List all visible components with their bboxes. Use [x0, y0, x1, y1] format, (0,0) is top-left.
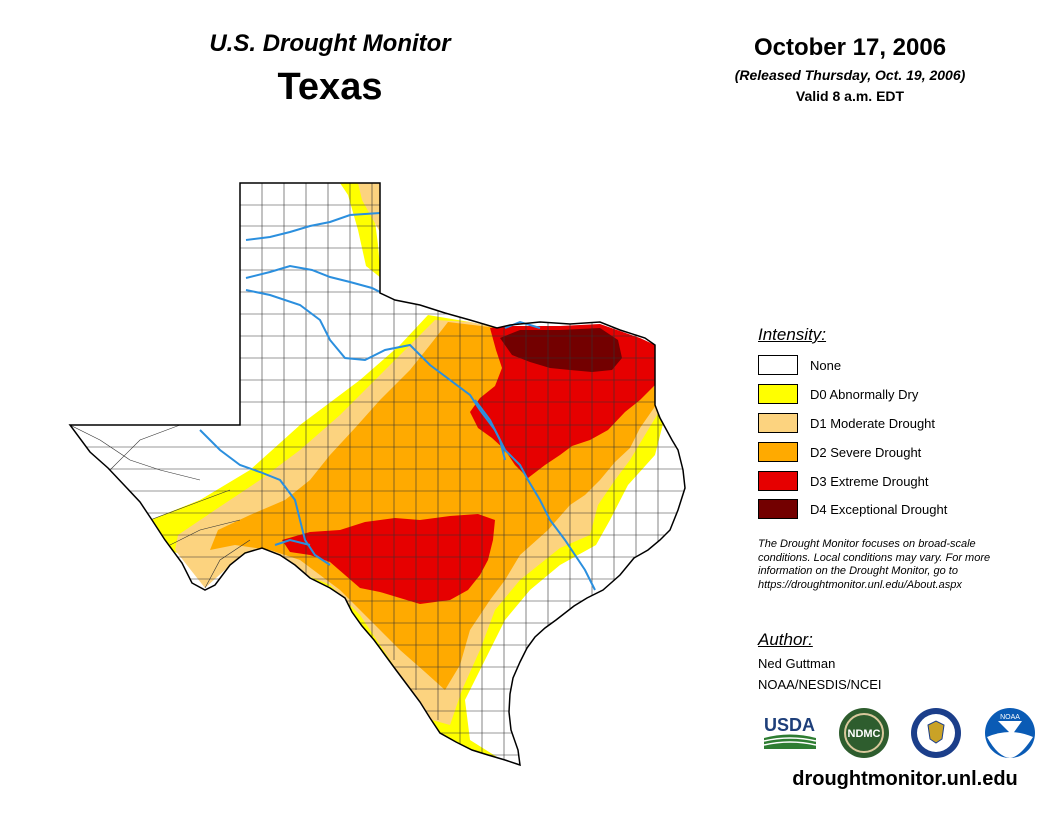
- ndmc-logo-text: NDMC: [848, 728, 881, 740]
- usda-logo-text: USDA: [764, 715, 815, 735]
- legend-label: D3 Extreme Drought: [810, 473, 929, 489]
- partner-logos: USDA NDMC NOAA: [763, 708, 1035, 758]
- legend-label: D4 Exceptional Drought: [810, 501, 948, 517]
- product-title: U.S. Drought Monitor: [209, 30, 451, 57]
- legend-label: D1 Moderate Drought: [810, 415, 936, 431]
- disclaimer-note: The Drought Monitor focuses on broad-sca…: [758, 538, 1048, 592]
- noaa-logo-text: NOAA: [1000, 714, 1020, 721]
- colorado-river: [199, 429, 331, 566]
- author-org: NOAA/NESDIS/NCEI: [758, 677, 882, 692]
- red-river-north: [245, 264, 381, 293]
- release-date: (Released Thursday, Oct. 19, 2006): [734, 67, 966, 83]
- legend-item-none: None: [758, 354, 841, 376]
- legend-item-d1: D1 Moderate Drought: [758, 412, 935, 434]
- map-date: October 17, 2006: [753, 34, 947, 61]
- legend-swatch: [758, 471, 798, 491]
- ndmc-logo: NDMC: [839, 708, 889, 758]
- legend-item-d4: D4 Exceptional Drought: [758, 498, 947, 520]
- state-title: Texas: [277, 66, 383, 108]
- legend-swatch: [758, 384, 798, 404]
- valid-time: Valid 8 a.m. EDT: [795, 88, 905, 104]
- legend-swatch: [758, 442, 798, 462]
- trinity-river: [474, 399, 506, 461]
- author-name: Ned Guttman: [758, 656, 836, 671]
- usda-logo: USDA: [763, 715, 817, 749]
- legend-item-d3: D3 Extreme Drought: [758, 470, 929, 492]
- brazos-river: [245, 289, 596, 591]
- legend-swatch: [758, 355, 798, 375]
- doc-seal-logo: [911, 708, 961, 758]
- red-river-border: [504, 320, 541, 329]
- noaa-logo: NOAA: [985, 708, 1035, 758]
- website-link[interactable]: droughtmonitor.unl.edu: [792, 768, 1018, 790]
- note-line: The Drought Monitor focuses on broad-sca…: [758, 538, 976, 550]
- legend-swatch: [758, 413, 798, 433]
- legend-title: Intensity:: [758, 325, 827, 344]
- note-line: information on the Drought Monitor, go t…: [758, 565, 958, 578]
- canadian-river: [245, 212, 381, 241]
- drought-d4-area: [500, 328, 622, 372]
- legend-swatch: [758, 499, 798, 519]
- author-title: Author:: [758, 630, 813, 649]
- legend-label: D0 Abnormally Dry: [810, 386, 919, 402]
- about-link[interactable]: https://droughtmonitor.unl.edu/About.asp…: [758, 578, 962, 591]
- texas-drought-map: [69, 182, 686, 766]
- legend-item-d0: D0 Abnormally Dry: [758, 383, 918, 405]
- note-line: conditions. Local conditions may vary. F…: [758, 551, 991, 564]
- drought-d3-area-south: [282, 514, 495, 604]
- legend-label: None: [810, 357, 842, 373]
- rivers: [199, 212, 596, 591]
- legend-label: D2 Severe Drought: [810, 444, 922, 460]
- rio-grande: [274, 538, 311, 546]
- legend-item-d2: D2 Severe Drought: [758, 441, 921, 463]
